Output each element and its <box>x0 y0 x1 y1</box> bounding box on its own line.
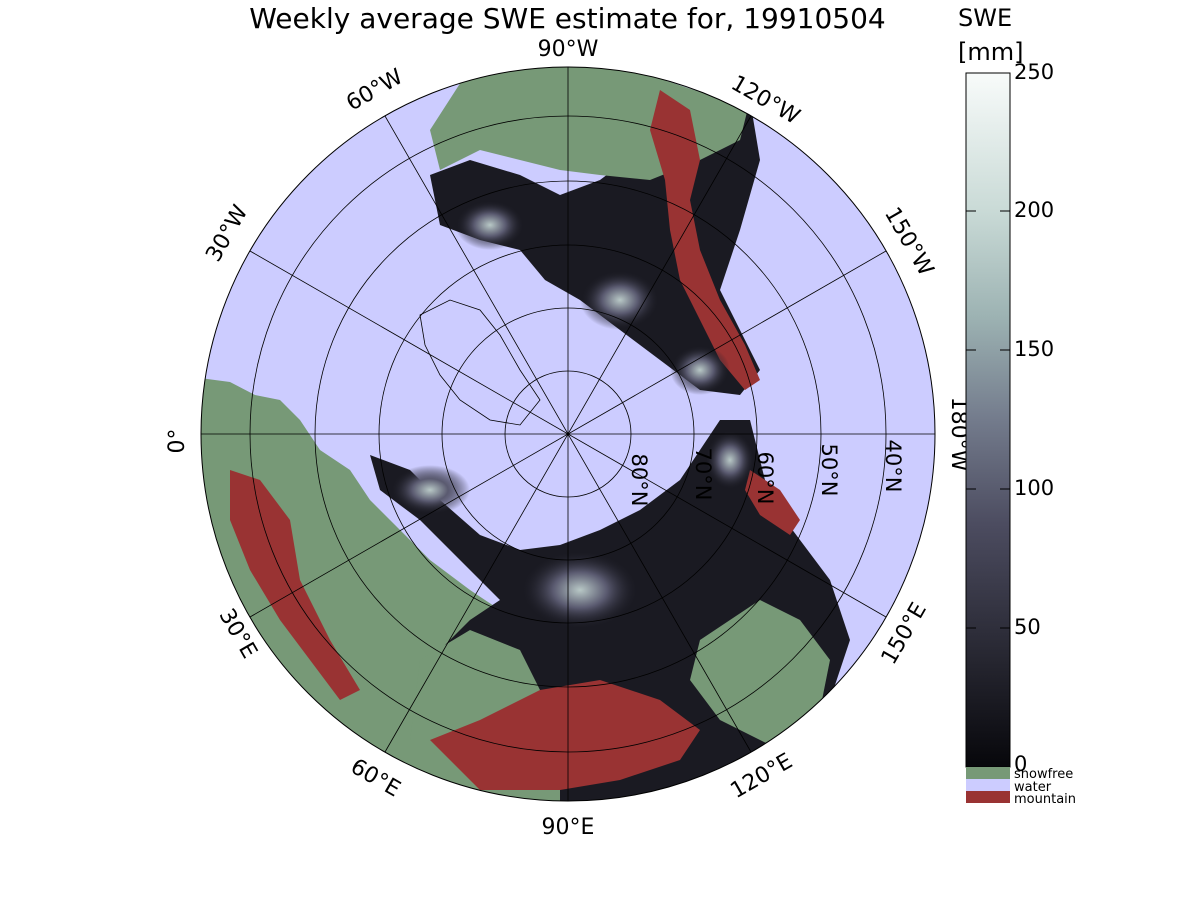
colorbar <box>965 72 1011 768</box>
legend-label-water: water <box>1014 780 1052 795</box>
lon-label-90w: 90°W <box>538 37 599 62</box>
lon-label-0: 0° <box>165 429 190 454</box>
colorbar-unit: [mm] <box>958 38 1024 66</box>
lat-label-70n: 70°N <box>691 448 715 501</box>
lat-label-60n: 60°N <box>753 452 777 505</box>
legend-swatch-water <box>966 779 1010 791</box>
colorbar-tick-label: 150 <box>1014 337 1055 361</box>
lon-label-30w: 30°W <box>201 201 253 266</box>
colorbar-tick-label: 100 <box>1014 476 1055 500</box>
snow-highlight <box>580 270 660 330</box>
map-title: Weekly average SWE estimate for, 1991050… <box>249 2 886 35</box>
colorbar-tick-label: 0 <box>1014 752 1028 776</box>
rocky-mountains <box>650 90 760 390</box>
map-boundary <box>200 66 936 802</box>
lat-label-40n: 40°N <box>881 440 905 493</box>
legend-swatch-mountain <box>966 791 1010 803</box>
kamchatka-mountains <box>745 470 800 535</box>
legend-label-snowfree: snowfree <box>1014 767 1074 782</box>
asia-snowfree-east <box>690 600 830 750</box>
colorbar-tick-label: 250 <box>1014 60 1055 84</box>
asia-mountains <box>430 680 700 790</box>
colorbar-tick-label: 200 <box>1014 198 1055 222</box>
colorbar-tick-label: 50 <box>1014 615 1041 639</box>
snow-highlight <box>520 550 640 630</box>
colorbar-ticks <box>966 72 1010 629</box>
legend-label-mountain: mountain <box>1014 792 1077 807</box>
snow-highlight <box>455 200 525 250</box>
lon-label-60e: 60°E <box>346 754 404 802</box>
colorbar-title: SWE <box>958 4 1013 32</box>
lat-label-80n: 80°N <box>627 454 651 507</box>
snow-highlight <box>670 345 730 395</box>
lon-label-90e: 90°E <box>542 815 595 840</box>
lat-label-50n: 50°N <box>817 444 841 497</box>
meridian-120e-60w <box>384 115 752 753</box>
snow-highlight <box>390 465 470 515</box>
snow-highlight <box>705 430 755 490</box>
legend-swatch-snowfree <box>966 767 1010 779</box>
meridians <box>201 67 935 801</box>
